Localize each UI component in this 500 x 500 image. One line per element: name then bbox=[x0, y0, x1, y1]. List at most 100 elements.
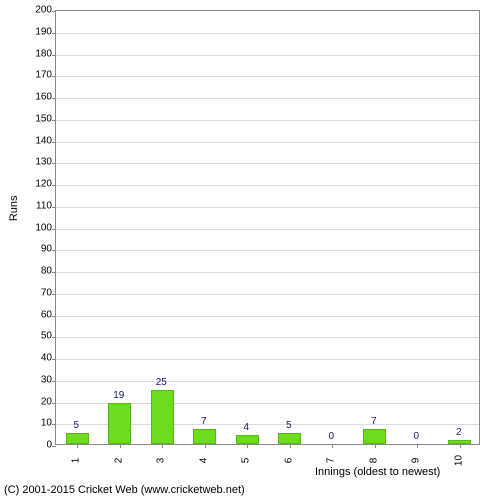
x-tick-mark bbox=[247, 444, 248, 448]
bar-value-label: 7 bbox=[371, 416, 377, 427]
gridline bbox=[56, 120, 479, 121]
x-tick-mark bbox=[375, 444, 376, 448]
bar bbox=[448, 440, 471, 444]
bar-value-label: 7 bbox=[201, 416, 207, 427]
gridline bbox=[56, 33, 479, 34]
plot-canvas bbox=[56, 11, 479, 444]
y-tick-label: 150 bbox=[35, 113, 52, 124]
gridline bbox=[56, 229, 479, 230]
y-tick-label: 160 bbox=[35, 92, 52, 103]
bar-value-label: 25 bbox=[156, 377, 167, 388]
y-tick-mark bbox=[52, 381, 56, 382]
y-tick-label: 70 bbox=[41, 287, 52, 298]
bar-value-label: 5 bbox=[73, 420, 79, 431]
x-tick-mark bbox=[120, 444, 121, 448]
x-tick-label: 4 bbox=[198, 451, 209, 471]
x-tick-mark bbox=[290, 444, 291, 448]
bar-value-label: 4 bbox=[243, 422, 249, 433]
y-tick-label: 100 bbox=[35, 222, 52, 233]
x-tick-label: 1 bbox=[71, 451, 82, 471]
y-tick-mark bbox=[52, 185, 56, 186]
chart-plot-area bbox=[55, 10, 480, 445]
y-tick-label: 10 bbox=[41, 418, 52, 429]
gridline bbox=[56, 294, 479, 295]
y-tick-mark bbox=[52, 11, 56, 12]
gridline bbox=[56, 272, 479, 273]
y-tick-label: 60 bbox=[41, 309, 52, 320]
y-tick-label: 40 bbox=[41, 353, 52, 364]
y-tick-label: 20 bbox=[41, 396, 52, 407]
gridline bbox=[56, 316, 479, 317]
y-axis-label: Runs bbox=[8, 195, 20, 221]
y-tick-mark bbox=[52, 207, 56, 208]
bar bbox=[151, 390, 174, 444]
bar-value-label: 0 bbox=[413, 431, 419, 442]
y-tick-mark bbox=[52, 76, 56, 77]
y-tick-mark bbox=[52, 337, 56, 338]
bar-value-label: 2 bbox=[456, 427, 462, 438]
y-tick-label: 0 bbox=[46, 440, 52, 451]
y-tick-mark bbox=[52, 359, 56, 360]
y-tick-mark bbox=[52, 250, 56, 251]
y-tick-mark bbox=[52, 272, 56, 273]
bar bbox=[66, 433, 89, 444]
y-tick-mark bbox=[52, 163, 56, 164]
y-tick-label: 80 bbox=[41, 266, 52, 277]
gridline bbox=[56, 359, 479, 360]
y-tick-label: 180 bbox=[35, 48, 52, 59]
bar bbox=[278, 433, 301, 444]
bar bbox=[193, 429, 216, 444]
y-tick-label: 90 bbox=[41, 244, 52, 255]
bar bbox=[108, 403, 131, 444]
y-tick-mark bbox=[52, 446, 56, 447]
y-tick-mark bbox=[52, 294, 56, 295]
bar bbox=[363, 429, 386, 444]
copyright-text: (C) 2001-2015 Cricket Web (www.cricketwe… bbox=[4, 484, 245, 496]
gridline bbox=[56, 381, 479, 382]
x-tick-label: 8 bbox=[368, 451, 379, 471]
x-tick-label: 7 bbox=[326, 451, 337, 471]
y-tick-label: 170 bbox=[35, 70, 52, 81]
y-tick-mark bbox=[52, 98, 56, 99]
y-tick-label: 130 bbox=[35, 157, 52, 168]
y-tick-mark bbox=[52, 424, 56, 425]
x-tick-mark bbox=[205, 444, 206, 448]
x-tick-mark bbox=[332, 444, 333, 448]
x-tick-mark bbox=[77, 444, 78, 448]
gridline bbox=[56, 98, 479, 99]
x-tick-label: 6 bbox=[283, 451, 294, 471]
x-tick-mark bbox=[460, 444, 461, 448]
x-tick-label: 5 bbox=[241, 451, 252, 471]
x-tick-label: 2 bbox=[113, 451, 124, 471]
y-tick-label: 110 bbox=[36, 200, 52, 211]
gridline bbox=[56, 337, 479, 338]
gridline bbox=[56, 250, 479, 251]
x-tick-mark bbox=[162, 444, 163, 448]
gridline bbox=[56, 163, 479, 164]
y-tick-label: 200 bbox=[35, 5, 52, 16]
x-tick-label: 10 bbox=[453, 451, 464, 471]
gridline bbox=[56, 76, 479, 77]
x-tick-label: 9 bbox=[411, 451, 422, 471]
gridline bbox=[56, 207, 479, 208]
y-tick-label: 30 bbox=[41, 374, 52, 385]
bar bbox=[236, 435, 259, 444]
y-tick-label: 50 bbox=[41, 331, 52, 342]
y-tick-mark bbox=[52, 403, 56, 404]
x-tick-label: 3 bbox=[156, 451, 167, 471]
y-tick-mark bbox=[52, 55, 56, 56]
gridline bbox=[56, 142, 479, 143]
gridline bbox=[56, 185, 479, 186]
bar-value-label: 19 bbox=[113, 390, 124, 401]
y-tick-mark bbox=[52, 142, 56, 143]
y-tick-label: 120 bbox=[35, 179, 52, 190]
y-tick-mark bbox=[52, 316, 56, 317]
gridline bbox=[56, 55, 479, 56]
bar-value-label: 5 bbox=[286, 420, 292, 431]
y-tick-mark bbox=[52, 120, 56, 121]
y-tick-label: 140 bbox=[35, 135, 52, 146]
bar-value-label: 0 bbox=[328, 431, 334, 442]
y-tick-label: 190 bbox=[35, 26, 52, 37]
x-tick-mark bbox=[417, 444, 418, 448]
y-tick-mark bbox=[52, 229, 56, 230]
